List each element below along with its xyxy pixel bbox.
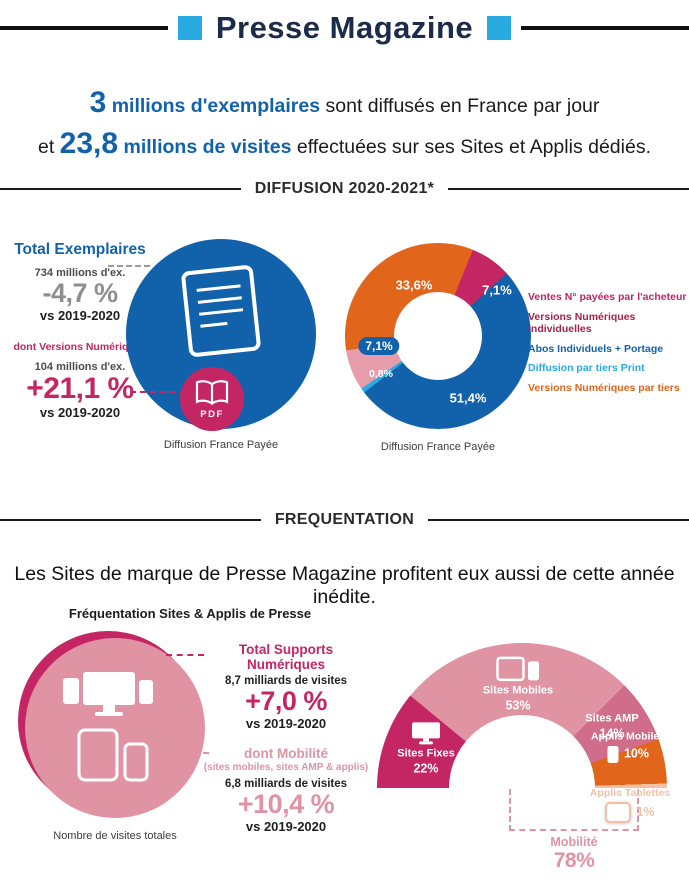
legend-item: Abos Individuels + Portage [528,342,664,355]
donut-label-ventes: 7,1% [482,282,512,298]
donut-legend: Ventes N° payées par l'acheteur Versions … [528,291,688,402]
section-divider-frequentation: FREQUENTATION [0,511,689,529]
donut-label-versions-num-tiers: 33,6% [395,277,433,293]
legend-item: Ventes N° payées par l'acheteur [528,291,687,303]
dashed-connector-digital [130,391,186,393]
intro-text: 3 millions d'exemplaires sont diffusés e… [0,84,689,166]
header-line-left [0,26,168,30]
visits-circle [25,638,205,818]
dashed-connector-digital-total [166,654,204,656]
digital-total-label: Total Supports Numériques [238,642,334,672]
section-title-frequentation: FREQUENTATION [274,511,415,528]
monitor-icon [412,722,440,745]
dashed-connector-mobility [193,694,209,754]
tablet-phone-icon [496,656,539,682]
header-square-left [177,16,202,40]
open-book-icon [195,380,229,405]
header-square-right [487,16,512,40]
intro-highlight-1: millions d'exemplaires [111,94,321,117]
gauge-chart [377,643,667,789]
gauge-label-applis-tablettes: Applis Tablettes 1% [578,787,682,824]
digital-copies-change: +21,1 % [26,371,134,405]
mobility-vs: vs 2019-2020 [245,818,327,834]
intro-number-1: 3 [89,85,107,119]
mobility-annotation: Mobilité 78% [550,835,598,872]
intro-rest-2: effectuées sur ses Sites et Applis dédié… [296,135,651,158]
total-copies-label: Total Exemplaires [14,241,146,258]
section-divider-diffusion: DIFFUSION 2020-2021* [0,180,689,198]
print-diffusion-circle: PDF [126,239,316,431]
mobility-dashed-bracket [509,789,639,831]
diffusion-stats: Total Exemplaires 734 millions d'ex. -4,… [10,241,150,420]
digital-copies-vs: vs 2019-2020 [39,405,121,421]
mobility-stats: dont Mobilité (sites mobiles, sites AMP … [200,746,372,834]
dashed-connector-total [108,265,150,267]
divider-line [0,188,241,190]
tablet-icon [605,802,632,824]
page-title: Presse Magazine [215,10,474,45]
intro-number-2: 23,8 [59,126,119,160]
newspaper-icon [181,265,261,357]
donut-hole [394,292,482,380]
donut-label-tiers-print: 0,8% [369,368,393,380]
phone-icon [607,746,619,764]
donut-caption: Diffusion France Payée [380,441,496,453]
digital-copies-volume: 104 millions d'ex. [34,360,126,373]
diffusion-section: Total Exemplaires 734 millions d'ex. -4,… [0,225,689,470]
intro-rest-1: sont diffusés en France par jour [325,94,600,117]
frequentation-chart-title: Fréquentation Sites & Applis de Presse [68,606,312,621]
digital-total-volume: 8,7 milliards de visites [224,675,348,687]
donut-label-versions-num-indiv: 7,1% [358,337,400,355]
legend-item: Diffusion par tiers Print [528,362,645,375]
donut-chart-area: 7,1% 51,4% 0,8% 7,1% 33,6% Diffusion Fra… [345,243,531,453]
section-title-diffusion: DIFFUSION 2020-2021* [254,180,435,197]
page-header: Presse Magazine [0,10,689,46]
divider-line [0,519,261,521]
header-line-right [521,26,689,30]
gauge-label-sites-amp: Sites AMP 14% [585,712,639,741]
pdf-badge: PDF [180,367,244,431]
pdf-label: PDF [200,409,224,420]
intro-highlight-2: millions de visites [123,135,292,158]
digital-total-change: +7,0 % [245,686,327,716]
total-copies-volume: 734 millions d'ex. [34,266,126,279]
divider-line [428,519,689,521]
intro-prefix-2: et [37,135,55,158]
frequentation-section: Fréquentation Sites & Applis de Presse N… [0,598,689,881]
digital-copies-label: dont Versions Numériques [13,340,147,353]
gauge-label-sites-mobiles: Sites Mobiles 53% [463,656,573,713]
print-circle-caption: Diffusion France Payée [163,439,279,451]
legend-item: Versions Numériques par tiers [528,381,680,394]
divider-line [448,188,689,190]
mobility-label: dont Mobilité [244,746,328,761]
mobility-change: +10,4 % [237,788,335,819]
gauge-label-applis-mobiles: Applis Mobiles 10% [578,730,678,764]
mobility-volume: 6,8 milliards de visites [224,777,348,790]
mobility-sublabel: (sites mobiles, sites AMP & applis) [203,762,369,773]
gauge-chart-area: Sites Fixes 22% Sites Mobiles 53% Sites … [372,643,684,881]
total-copies-change: -4,7 % [42,277,118,308]
donut-label-abos: 51,4% [449,390,487,406]
donut-chart: 7,1% 51,4% 0,8% 7,1% 33,6% [345,243,531,429]
frequentation-intro: Les Sites de marque de Presse Magazine p… [14,562,675,608]
visits-circle-caption: Nombre de visites totales [53,830,177,842]
digital-total-stats: Total Supports Numériques 8,7 milliards … [200,642,372,731]
devices-illustration [63,672,153,782]
gauge-label-sites-fixes: Sites Fixes 22% [390,721,462,776]
legend-item: Versions Numériques Individuelles [528,310,636,336]
digital-total-vs: vs 2019-2020 [245,716,327,732]
total-copies-vs: vs 2019-2020 [39,307,121,323]
